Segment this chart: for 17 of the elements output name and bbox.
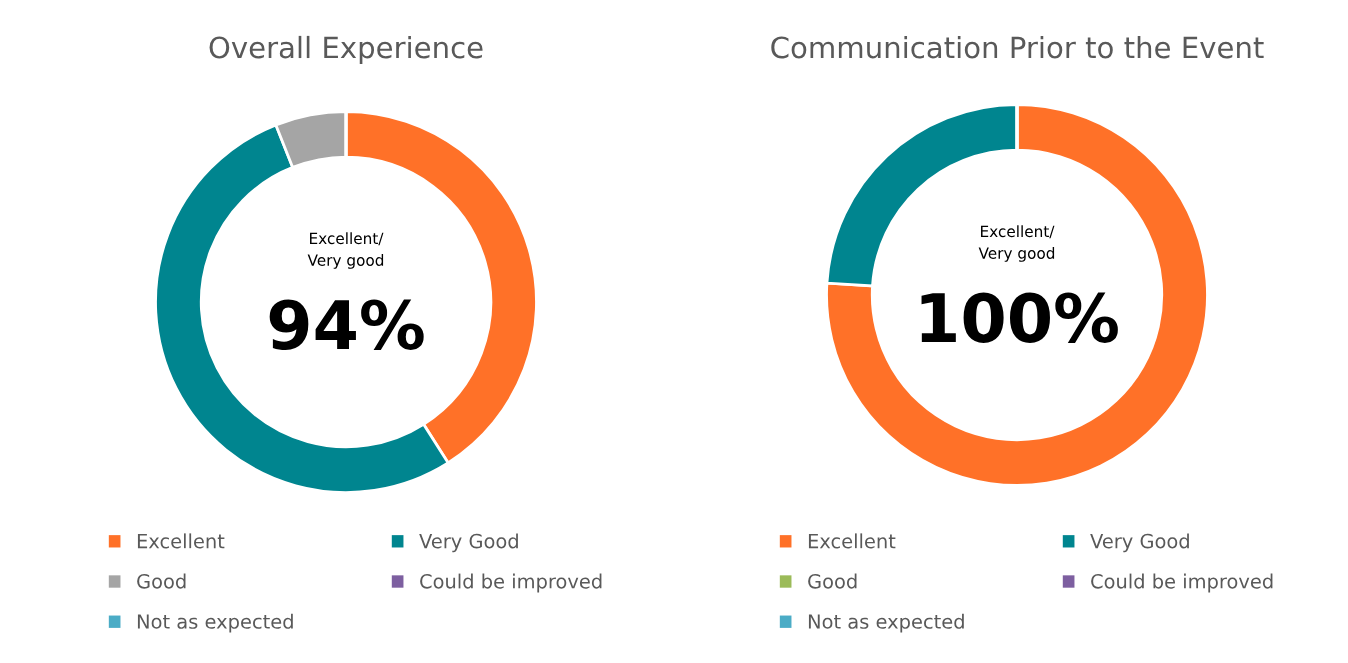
chart-title: Communication Prior to the Event [771,35,1264,59]
text: 94% [269,299,424,350]
text: 100% [921,292,1118,343]
text: Excellent/ Very good [307,232,384,269]
text: Excellent/ Very good [978,225,1055,262]
legend-label: Very Good [1090,533,1189,553]
chart-title: Overall Experience [209,35,483,65]
legend-label: Excellent [808,533,896,549]
legend-label: Could be improved [1091,573,1273,593]
legend-label: Very Good [419,533,518,553]
legend-label: Good [137,573,186,589]
legend-label: Could be improved [420,573,602,593]
legend-label: Excellent [137,533,225,549]
donut-slice [825,103,1209,487]
legend-label: Not as expected [137,613,293,633]
legend-label: Not as expected [808,613,964,633]
legend-label: Good [808,573,857,589]
